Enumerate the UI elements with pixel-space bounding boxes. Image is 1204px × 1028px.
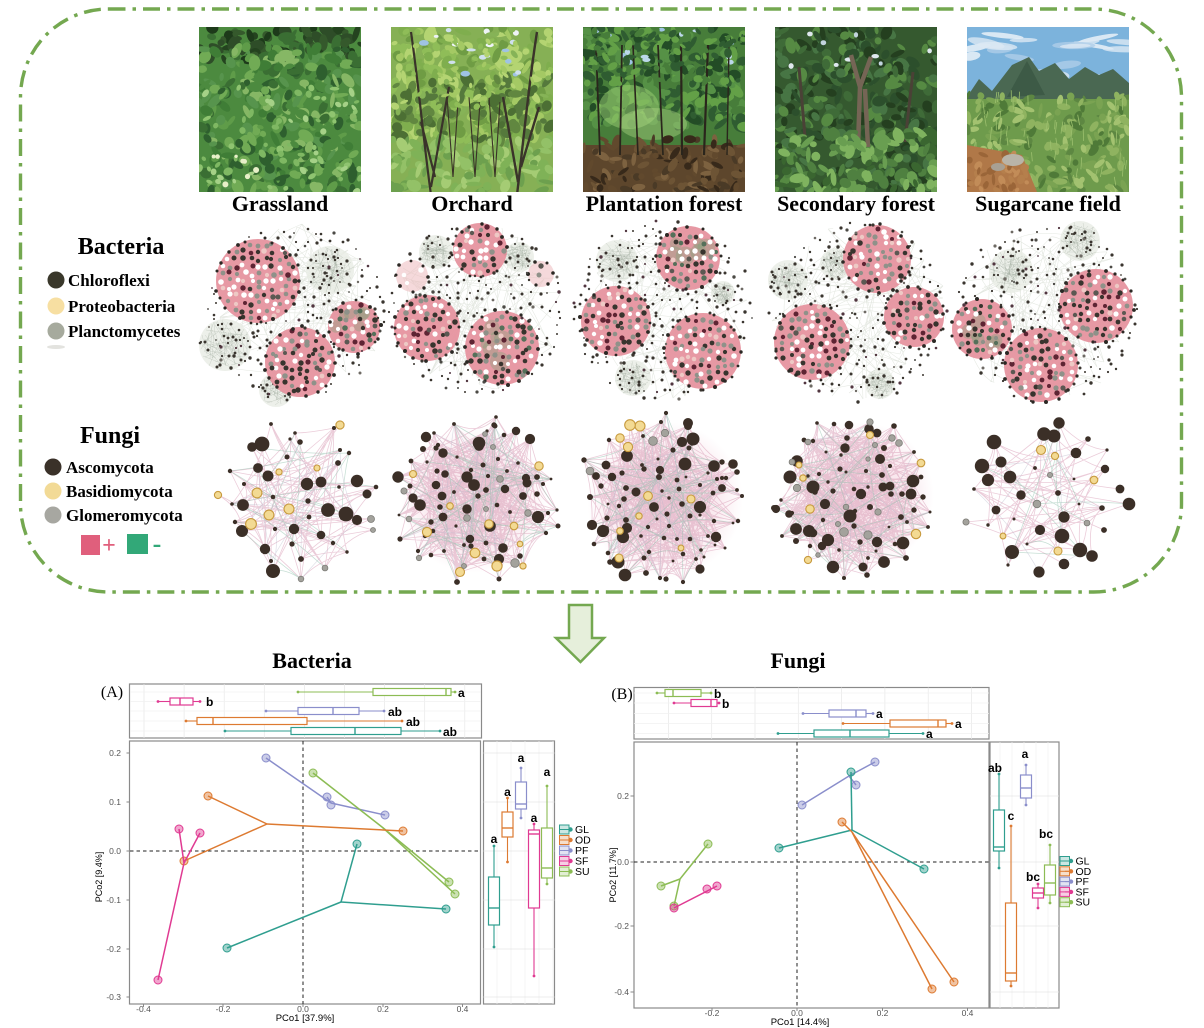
- svg-text:PCo1 [37.9%]: PCo1 [37.9%]: [276, 1013, 335, 1024]
- svg-text:+: +: [102, 533, 116, 559]
- svg-text:Glomeromycota: Glomeromycota: [66, 506, 183, 525]
- svg-text:Bacteria: Bacteria: [272, 648, 351, 673]
- svg-text:Ascomycota: Ascomycota: [66, 458, 154, 477]
- svg-text:Plantation forest: Plantation forest: [586, 191, 743, 216]
- svg-text:-0.2: -0.2: [106, 944, 121, 954]
- svg-text:PCo2 [9.4%]: PCo2 [9.4%]: [94, 852, 104, 903]
- svg-text:0.0: 0.0: [109, 846, 121, 856]
- svg-text:-0.1: -0.1: [106, 895, 121, 905]
- svg-text:-0.3: -0.3: [106, 992, 121, 1002]
- svg-text:Orchard: Orchard: [431, 191, 512, 216]
- svg-text:0.2: 0.2: [109, 748, 121, 758]
- svg-text:Proteobacteria: Proteobacteria: [68, 297, 176, 316]
- svg-text:Planctomycetes: Planctomycetes: [68, 322, 181, 341]
- svg-text:Grassland: Grassland: [232, 191, 329, 216]
- svg-text:Chloroflexi: Chloroflexi: [68, 271, 150, 290]
- svg-text:0.4: 0.4: [457, 1004, 469, 1014]
- svg-text:0.1: 0.1: [109, 797, 121, 807]
- svg-text:-0.2: -0.2: [216, 1004, 231, 1014]
- svg-text:Secondary forest: Secondary forest: [777, 191, 936, 216]
- svg-text:ab: ab: [443, 725, 457, 739]
- svg-text:Sugarcane field: Sugarcane field: [975, 191, 1121, 216]
- svg-text:(A): (A): [101, 684, 123, 701]
- svg-text:ab: ab: [388, 705, 402, 719]
- svg-text:b: b: [206, 695, 213, 709]
- svg-text:Basidiomycota: Basidiomycota: [66, 482, 173, 501]
- svg-text:-0.4: -0.4: [136, 1004, 151, 1014]
- svg-text:ab: ab: [406, 715, 420, 729]
- svg-text:Fungi: Fungi: [80, 423, 140, 449]
- svg-text:0.0: 0.0: [297, 1004, 309, 1014]
- svg-text:0.2: 0.2: [377, 1004, 389, 1014]
- svg-text:Bacteria: Bacteria: [78, 234, 165, 260]
- svg-text:a: a: [458, 686, 465, 700]
- svg-text:-: -: [153, 529, 162, 558]
